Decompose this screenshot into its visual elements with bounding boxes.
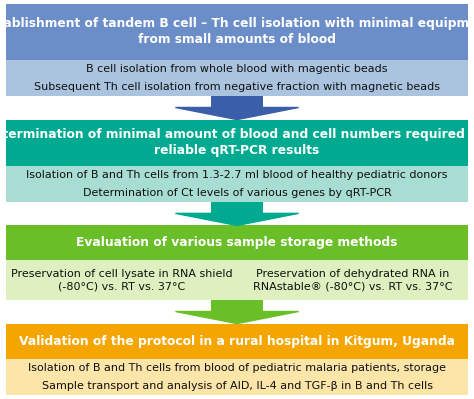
Bar bbox=[211, 96, 263, 107]
Text: Preservation of cell lysate in RNA shield
(-80°C) vs. RT vs. 37°C: Preservation of cell lysate in RNA shiel… bbox=[10, 269, 232, 292]
Polygon shape bbox=[175, 213, 299, 225]
Bar bbox=[6, 4, 468, 60]
Bar bbox=[6, 359, 468, 395]
Bar bbox=[6, 166, 468, 202]
Text: Preservation of dehydrated RNA in
RNAstable® (-80°C) vs. RT vs. 37°C: Preservation of dehydrated RNA in RNAsta… bbox=[253, 269, 452, 292]
Text: Determination of minimal amount of blood and cell numbers required for
reliable : Determination of minimal amount of blood… bbox=[0, 128, 474, 157]
Polygon shape bbox=[175, 312, 299, 324]
Text: B cell isolation from whole blood with magentic beads: B cell isolation from whole blood with m… bbox=[86, 64, 388, 74]
Text: Subsequent Th cell isolation from negative fraction with magnetic beads: Subsequent Th cell isolation from negati… bbox=[34, 82, 440, 92]
Polygon shape bbox=[175, 107, 299, 120]
Bar bbox=[6, 261, 468, 300]
Bar bbox=[211, 300, 263, 312]
Bar bbox=[6, 225, 468, 261]
Bar bbox=[6, 324, 468, 359]
Text: Sample transport and analysis of AID, IL-4 and TGF-β in B and Th cells: Sample transport and analysis of AID, IL… bbox=[42, 381, 432, 391]
Bar bbox=[211, 202, 263, 213]
Text: Establishment of tandem B cell – Th cell isolation with minimal equipment
from s: Establishment of tandem B cell – Th cell… bbox=[0, 18, 474, 46]
Text: Evaluation of various sample storage methods: Evaluation of various sample storage met… bbox=[76, 237, 398, 249]
Text: Determination of Ct levels of various genes by qRT-PCR: Determination of Ct levels of various ge… bbox=[82, 188, 392, 198]
Bar bbox=[6, 120, 468, 166]
Text: Isolation of B and Th cells from 1.3-2.7 ml blood of healthy pediatric donors: Isolation of B and Th cells from 1.3-2.7… bbox=[26, 170, 448, 180]
Text: Isolation of B and Th cells from blood of pediatric malaria patients, storage: Isolation of B and Th cells from blood o… bbox=[28, 363, 446, 373]
Bar bbox=[6, 60, 468, 96]
Text: Validation of the protocol in a rural hospital in Kitgum, Uganda: Validation of the protocol in a rural ho… bbox=[19, 335, 455, 348]
